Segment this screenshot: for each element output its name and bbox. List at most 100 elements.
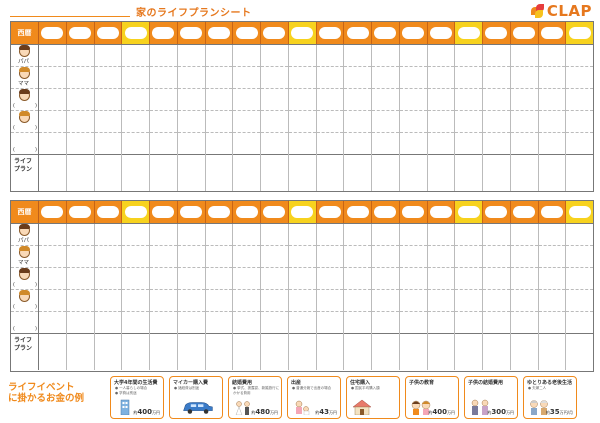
person-cell[interactable]	[427, 246, 455, 268]
year-input-pill[interactable]	[346, 206, 369, 218]
person-cell[interactable]	[399, 45, 427, 67]
person-cell[interactable]	[233, 290, 260, 312]
year-cell[interactable]	[233, 201, 261, 223]
year-cell[interactable]	[428, 22, 456, 44]
person-cell[interactable]	[233, 133, 260, 155]
person-cell[interactable]	[316, 111, 344, 133]
person-cell[interactable]	[483, 111, 510, 133]
person-cell[interactable]	[39, 89, 66, 111]
person-cell[interactable]	[288, 268, 316, 290]
person-cell[interactable]	[122, 312, 149, 334]
person-cell[interactable]	[66, 89, 94, 111]
person-cell[interactable]	[39, 268, 66, 290]
person-cell[interactable]	[150, 133, 177, 155]
person-cell[interactable]	[150, 89, 177, 111]
person-cell[interactable]	[510, 312, 538, 334]
year-input-pill[interactable]	[540, 206, 563, 218]
year-input-pill[interactable]	[540, 27, 563, 39]
person-cell[interactable]	[94, 111, 122, 133]
person-cell[interactable]	[39, 290, 66, 312]
year-input-pill[interactable]	[568, 27, 591, 39]
person-cell[interactable]	[288, 111, 316, 133]
person-cell[interactable]	[427, 89, 455, 111]
year-cell[interactable]	[233, 22, 261, 44]
year-input-pill[interactable]	[235, 206, 258, 218]
person-cell[interactable]	[94, 246, 122, 268]
person-cell[interactable]	[344, 67, 371, 89]
person-cell[interactable]	[399, 268, 427, 290]
year-input-pill[interactable]	[235, 27, 258, 39]
person-cell[interactable]	[483, 246, 510, 268]
person-cell[interactable]	[372, 67, 399, 89]
person-cell[interactable]	[288, 67, 316, 89]
person-cell[interactable]	[66, 67, 94, 89]
person-cell[interactable]	[483, 89, 510, 111]
person-cell[interactable]	[122, 246, 149, 268]
person-cell[interactable]	[39, 67, 66, 89]
year-cell[interactable]	[150, 22, 178, 44]
person-cell[interactable]	[427, 45, 455, 67]
person-cell[interactable]	[566, 89, 593, 111]
person-cell[interactable]	[94, 67, 122, 89]
person-cell[interactable]	[261, 45, 288, 67]
person-cell[interactable]	[288, 89, 316, 111]
person-cell[interactable]	[205, 45, 233, 67]
person-cell[interactable]	[566, 290, 593, 312]
person-cell[interactable]	[261, 111, 288, 133]
person-cell[interactable]	[94, 268, 122, 290]
person-cell[interactable]	[261, 312, 288, 334]
life-plan-cell[interactable]	[344, 334, 371, 370]
year-input-pill[interactable]	[457, 27, 480, 39]
year-input-pill[interactable]	[180, 27, 203, 39]
life-plan-cell[interactable]	[483, 334, 510, 370]
person-cell[interactable]	[399, 246, 427, 268]
life-plan-cell[interactable]	[67, 334, 94, 370]
person-cell[interactable]	[510, 268, 538, 290]
person-cell[interactable]	[288, 312, 316, 334]
year-cell[interactable]	[566, 22, 593, 44]
person-cell[interactable]	[177, 67, 205, 89]
person-cell[interactable]	[344, 290, 371, 312]
person-cell[interactable]	[233, 111, 260, 133]
person-cell[interactable]	[399, 224, 427, 246]
person-cell[interactable]	[205, 312, 233, 334]
year-input-pill[interactable]	[291, 27, 314, 39]
person-cell[interactable]	[344, 312, 371, 334]
person-cell[interactable]	[94, 45, 122, 67]
life-plan-cell[interactable]	[150, 334, 177, 370]
life-plan-cell[interactable]	[39, 155, 66, 191]
person-cell[interactable]	[233, 312, 260, 334]
person-cell[interactable]	[455, 45, 482, 67]
year-cell[interactable]	[344, 201, 372, 223]
year-cell[interactable]	[178, 201, 206, 223]
person-cell[interactable]	[261, 89, 288, 111]
person-cell[interactable]	[316, 268, 344, 290]
year-input-pill[interactable]	[346, 27, 369, 39]
life-plan-cell[interactable]	[206, 334, 233, 370]
person-cell[interactable]	[455, 111, 482, 133]
person-cell[interactable]	[455, 312, 482, 334]
life-plan-cell[interactable]	[233, 334, 260, 370]
life-plan-cell[interactable]	[122, 334, 149, 370]
person-cell[interactable]	[39, 133, 66, 155]
person-cell[interactable]	[177, 45, 205, 67]
life-plan-cell[interactable]	[67, 155, 94, 191]
person-cell[interactable]	[150, 111, 177, 133]
person-name-blank[interactable]: ()	[13, 282, 37, 288]
life-plan-cell[interactable]	[428, 334, 455, 370]
person-cell[interactable]	[205, 89, 233, 111]
person-cell[interactable]	[233, 45, 260, 67]
person-cell[interactable]	[427, 111, 455, 133]
person-cell[interactable]	[39, 224, 66, 246]
life-plan-cell[interactable]	[122, 155, 149, 191]
person-cell[interactable]	[510, 246, 538, 268]
person-cell[interactable]	[483, 290, 510, 312]
person-cell[interactable]	[177, 246, 205, 268]
person-cell[interactable]	[122, 290, 149, 312]
person-cell[interactable]	[205, 224, 233, 246]
person-cell[interactable]	[122, 45, 149, 67]
person-cell[interactable]	[344, 89, 371, 111]
year-cell[interactable]	[122, 22, 150, 44]
life-plan-cell[interactable]	[566, 334, 593, 370]
person-cell[interactable]	[372, 89, 399, 111]
